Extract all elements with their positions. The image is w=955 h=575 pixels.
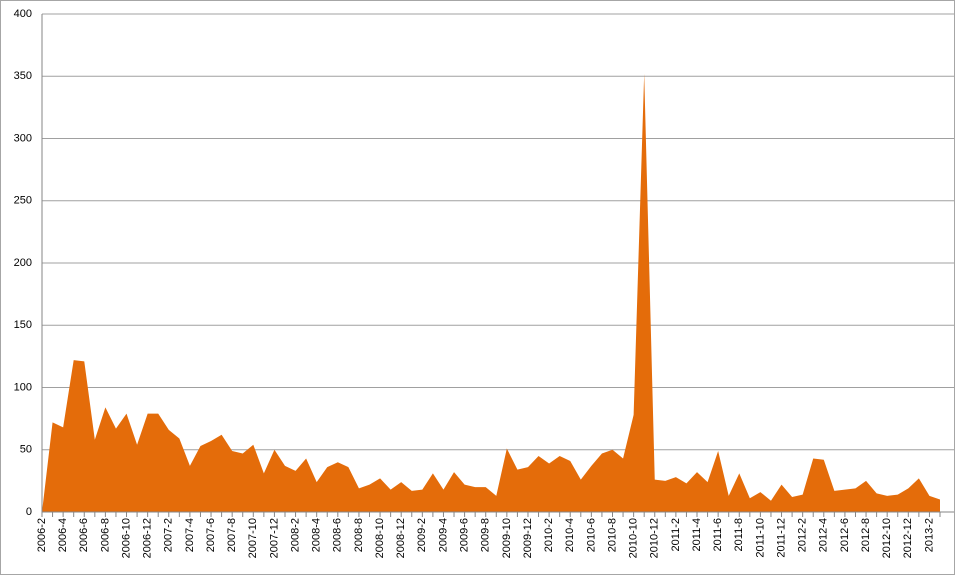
x-tick-label: 2007-6 [205,518,217,552]
x-tick-label: 2008-4 [311,518,323,552]
y-tick-label: 200 [14,257,32,269]
x-tick-label: 2006-6 [78,518,90,552]
x-tick-label: 2011-6 [712,518,724,551]
x-tick-label: 2007-8 [226,518,238,552]
x-tick-label: 2012-8 [860,518,872,552]
x-tick-label: 2012-12 [902,518,914,558]
x-tick-label: 2006-2 [36,518,48,552]
x-tick-label: 2011-4 [691,518,703,551]
x-tick-label: 2008-2 [289,518,301,552]
y-tick-label: 400 [14,8,32,20]
x-tick-label: 2011-8 [733,518,745,551]
x-tick-label: 2011-10 [754,518,766,558]
x-tick-label: 2011-2 [670,518,682,551]
y-tick-label: 150 [14,319,32,331]
x-tick-label: 2010-10 [628,518,640,558]
x-tick-label: 2008-12 [395,518,407,558]
x-tick-label: 2007-10 [247,518,259,558]
x-tick-label: 2011-12 [775,518,787,558]
x-tick-label: 2006-12 [142,518,154,558]
y-tick-label: 300 [14,132,32,144]
x-tick-label: 2010-8 [606,518,618,552]
x-tick-label: 2009-12 [522,518,534,558]
y-tick-label: 100 [14,381,32,393]
x-tick-label: 2007-12 [268,518,280,558]
x-tick-label: 2012-4 [818,518,830,552]
area [42,73,940,512]
x-tick-label: 2006-8 [99,518,111,552]
x-tick-label: 2013-2 [923,518,935,552]
x-tick-label: 2007-4 [184,518,196,552]
x-tick-label: 2008-8 [353,518,365,552]
x-tick-label: 2009-4 [437,518,449,552]
y-tick-label: 350 [14,70,32,82]
x-tick-label: 2009-8 [480,518,492,552]
x-tick-label: 2009-6 [458,518,470,552]
x-tick-label: 2006-10 [120,518,132,558]
x-tick-label: 2006-4 [57,518,69,552]
x-tick-label: 2012-2 [797,518,809,552]
x-tick-label: 2012-6 [839,518,851,552]
x-tick-label: 2010-6 [585,518,597,552]
x-tick-label: 2009-10 [501,518,513,558]
x-tick-label: 2008-10 [374,518,386,558]
x-tick-label: 2012-10 [881,518,893,558]
x-tick-label: 2010-4 [564,518,576,552]
y-tick-label: 250 [14,195,32,207]
x-tick-label: 2009-2 [416,518,428,552]
x-tick-label: 2007-2 [163,518,175,552]
x-tick-label: 2010-2 [543,518,555,552]
y-tick-label: 50 [20,444,32,456]
x-tick-label: 2008-6 [332,518,344,552]
y-tick-label: 0 [26,506,32,518]
x-tick-label: 2010-12 [649,518,661,558]
